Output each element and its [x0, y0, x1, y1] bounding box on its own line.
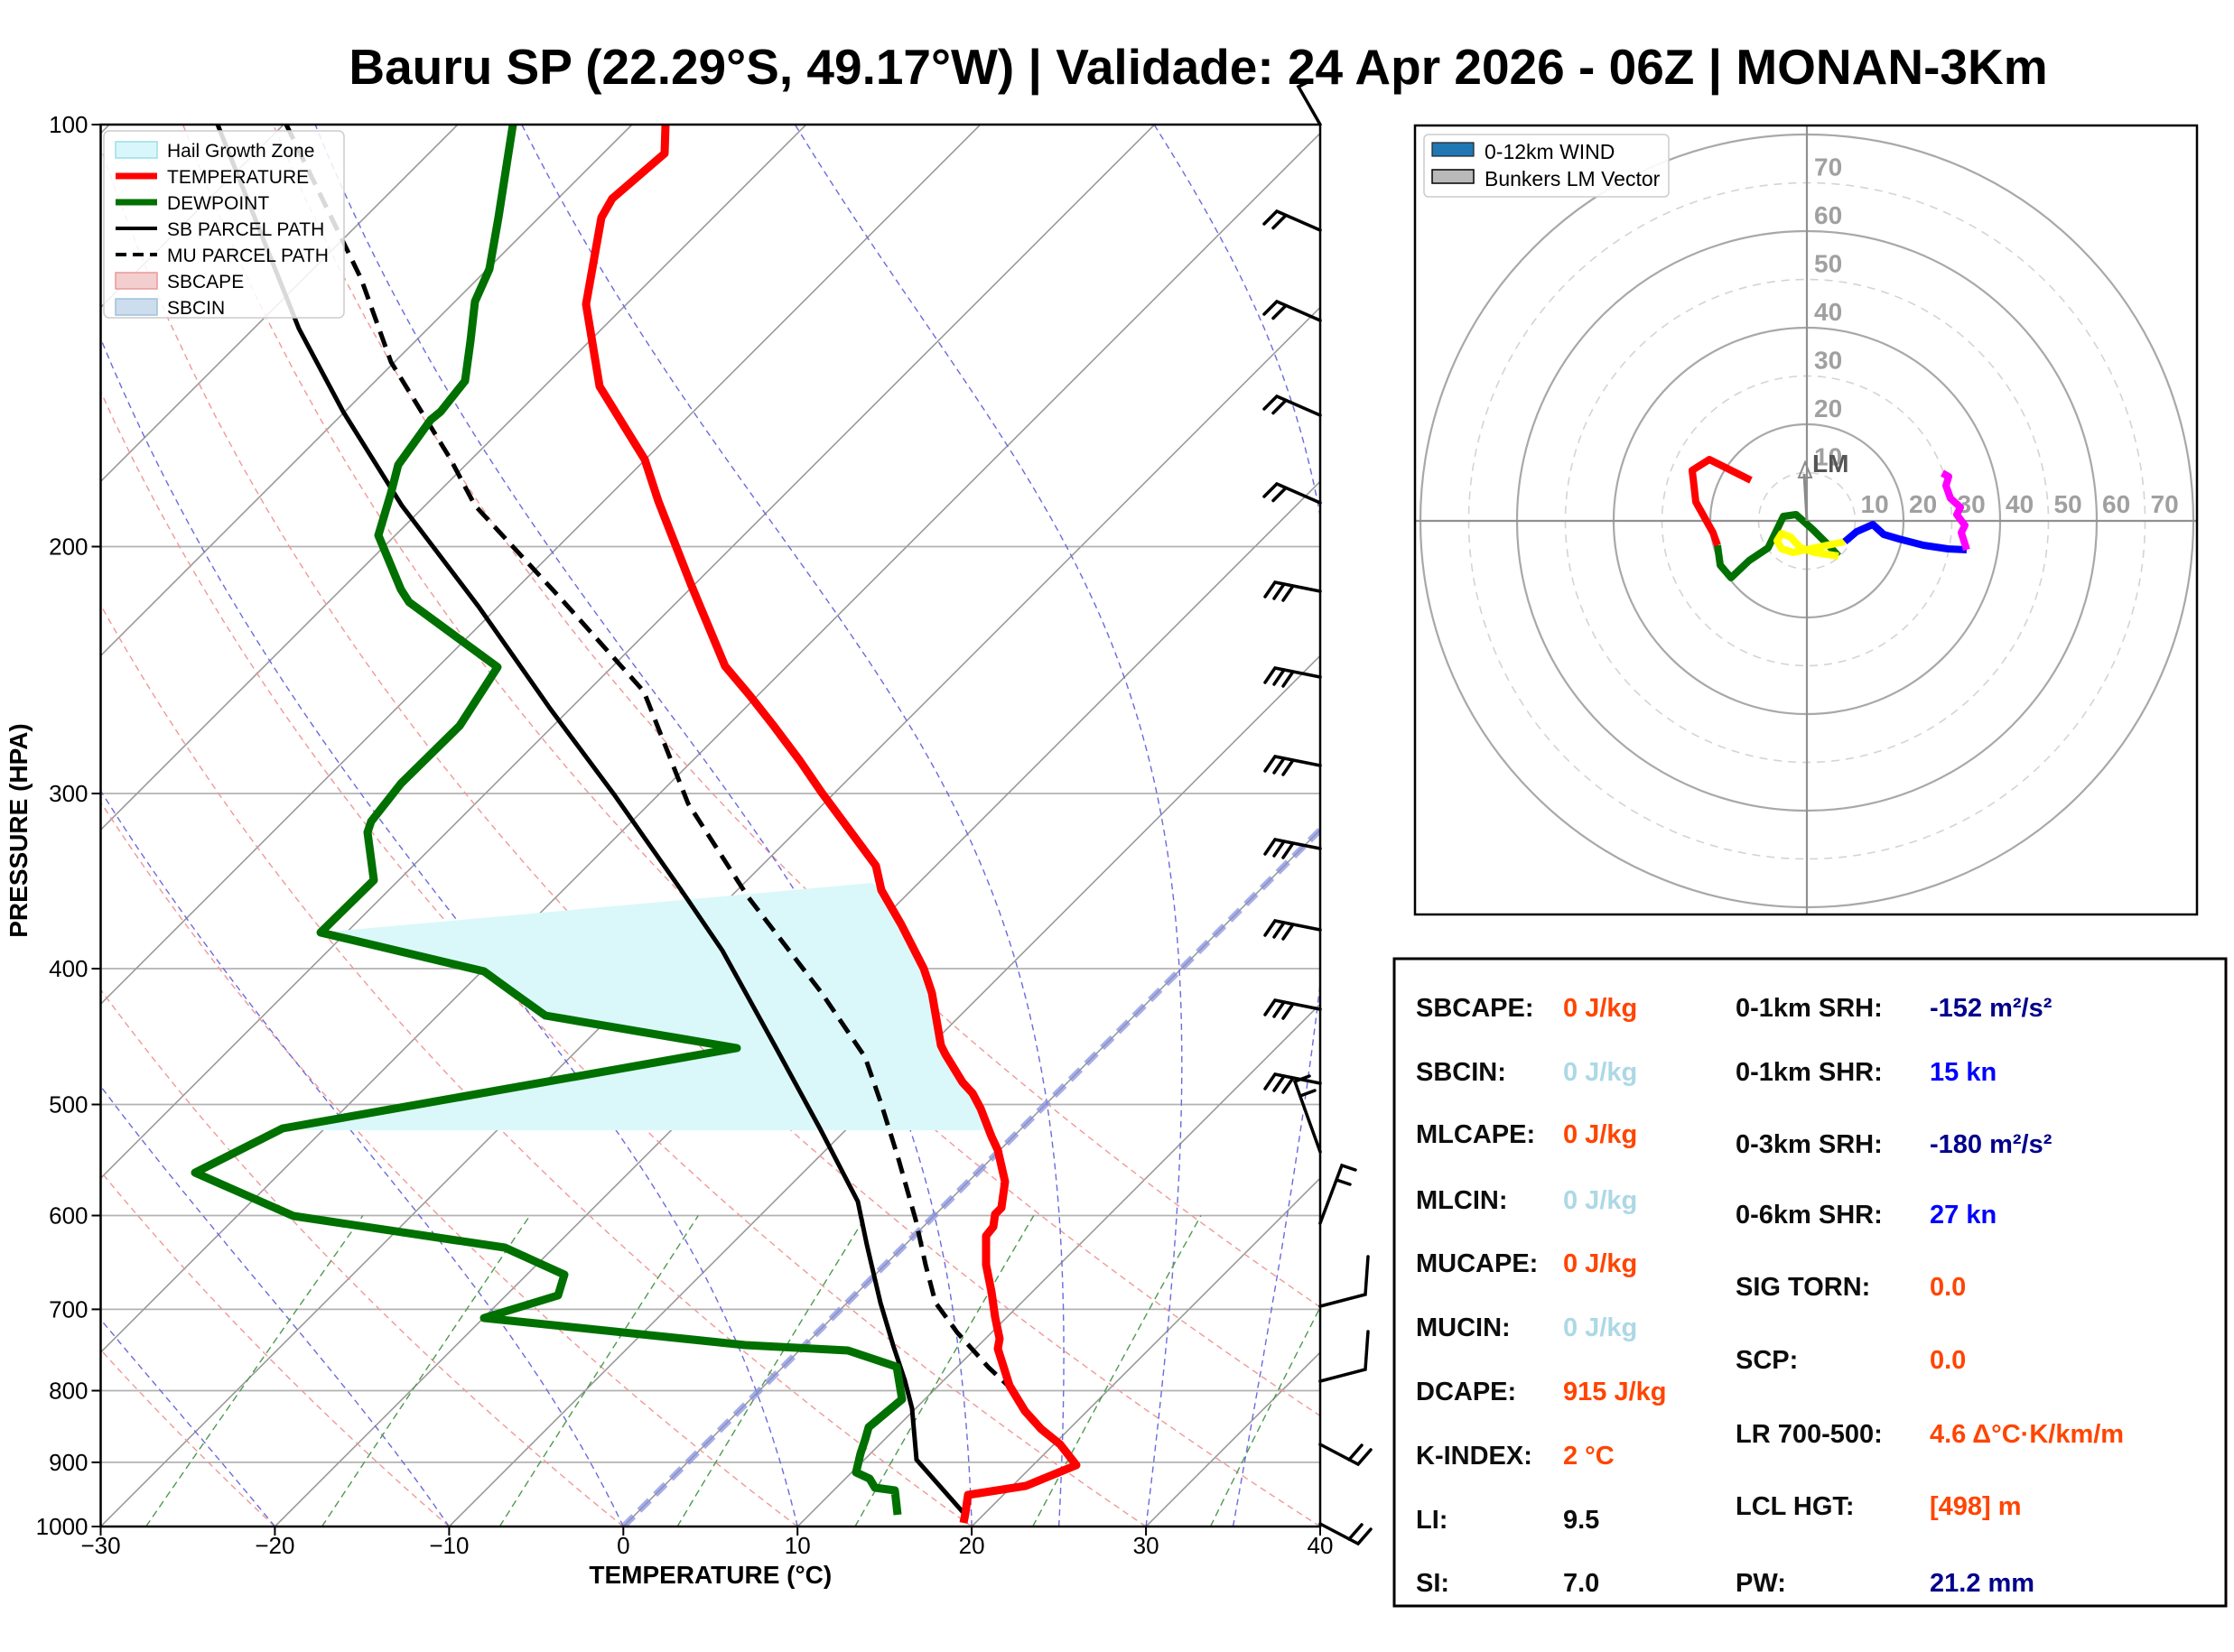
svg-text:Bauru SP (22.29°S, 49.17°W) |: Bauru SP (22.29°S, 49.17°W) | Validade: … [349, 39, 2047, 96]
svg-text:−20: −20 [255, 1532, 294, 1559]
svg-text:0-1km SRH:: 0-1km SRH: [1736, 994, 1883, 1023]
svg-text:200: 200 [49, 534, 88, 561]
svg-text:21.2 mm: 21.2 mm [1930, 1569, 2034, 1598]
svg-text:-180 m²/s²: -180 m²/s² [1930, 1130, 2052, 1159]
svg-text:−10: −10 [429, 1532, 469, 1559]
svg-text:400: 400 [49, 955, 88, 982]
svg-text:0-3km SRH:: 0-3km SRH: [1736, 1130, 1883, 1159]
svg-text:0-6km SHR:: 0-6km SHR: [1736, 1201, 1883, 1230]
svg-text:SI:: SI: [1416, 1569, 1449, 1598]
svg-text:DEWPOINT: DEWPOINT [167, 193, 269, 214]
svg-text:TEMPERATURE: TEMPERATURE [167, 167, 309, 188]
svg-text:MUCIN:: MUCIN: [1416, 1313, 1511, 1342]
svg-text:SBCAPE: SBCAPE [167, 272, 244, 292]
svg-text:0 J/kg: 0 J/kg [1563, 1249, 1637, 1278]
svg-text:MLCIN:: MLCIN: [1416, 1186, 1507, 1215]
svg-text:DCAPE:: DCAPE: [1416, 1378, 1516, 1406]
svg-text:30: 30 [1814, 347, 1842, 375]
svg-text:SBCIN: SBCIN [167, 298, 225, 319]
svg-text:MU PARCEL PATH: MU PARCEL PATH [167, 246, 329, 266]
svg-text:9.5: 9.5 [1563, 1506, 1599, 1535]
svg-text:SBCAPE:: SBCAPE: [1416, 994, 1534, 1023]
svg-text:500: 500 [49, 1091, 88, 1118]
svg-text:900: 900 [49, 1449, 88, 1476]
svg-text:1000: 1000 [36, 1513, 88, 1540]
svg-text:Hail Growth Zone: Hail Growth Zone [167, 141, 314, 162]
svg-text:0.0: 0.0 [1930, 1346, 1966, 1375]
svg-text:40: 40 [1308, 1532, 1334, 1559]
svg-text:Bunkers LM Vector: Bunkers LM Vector [1485, 167, 1661, 190]
svg-text:0.0: 0.0 [1930, 1273, 1966, 1302]
svg-text:0-12km WIND: 0-12km WIND [1485, 140, 1615, 163]
svg-text:-152 m²/s²: -152 m²/s² [1930, 994, 2052, 1023]
svg-text:SBCIN:: SBCIN: [1416, 1058, 1506, 1087]
svg-text:MUCAPE:: MUCAPE: [1416, 1249, 1538, 1278]
svg-text:40: 40 [1814, 298, 1842, 326]
svg-text:60: 60 [1814, 201, 1842, 229]
svg-text:10: 10 [1814, 443, 1842, 471]
svg-text:300: 300 [49, 780, 88, 807]
svg-text:20: 20 [959, 1532, 985, 1559]
svg-text:27 kn: 27 kn [1930, 1201, 1997, 1230]
svg-text:0-1km SHR:: 0-1km SHR: [1736, 1058, 1883, 1087]
svg-text:TEMPERATURE (°C): TEMPERATURE (°C) [589, 1561, 832, 1589]
svg-text:60: 60 [2102, 490, 2130, 518]
svg-text:600: 600 [49, 1202, 88, 1230]
svg-text:SB PARCEL PATH: SB PARCEL PATH [167, 219, 324, 240]
svg-text:SIG TORN:: SIG TORN: [1736, 1273, 1870, 1302]
svg-text:PRESSURE (HPA): PRESSURE (HPA) [5, 723, 33, 938]
svg-text:0 J/kg: 0 J/kg [1563, 1186, 1637, 1215]
svg-text:7.0: 7.0 [1563, 1569, 1599, 1598]
svg-text:70: 70 [1814, 153, 1842, 181]
svg-text:−30: −30 [80, 1532, 120, 1559]
svg-text:700: 700 [49, 1295, 88, 1323]
svg-text:40: 40 [2006, 490, 2034, 518]
svg-text:50: 50 [2054, 490, 2082, 518]
svg-text:0 J/kg: 0 J/kg [1563, 994, 1637, 1023]
svg-text:LCL HGT:: LCL HGT: [1736, 1492, 1855, 1521]
svg-text:LM: LM [1812, 450, 1848, 478]
svg-text:10: 10 [1861, 490, 1889, 518]
svg-text:SCP:: SCP: [1736, 1346, 1798, 1375]
svg-text:PW:: PW: [1736, 1569, 1786, 1598]
svg-text:30: 30 [1133, 1532, 1159, 1559]
svg-text:20: 20 [1909, 490, 1937, 518]
svg-text:15 kn: 15 kn [1930, 1058, 1997, 1087]
svg-text:[498] m: [498] m [1930, 1492, 2022, 1521]
svg-text:50: 50 [1814, 250, 1842, 278]
svg-text:LI:: LI: [1416, 1506, 1447, 1535]
svg-text:20: 20 [1814, 394, 1842, 422]
svg-text:0: 0 [617, 1532, 629, 1559]
svg-text:MLCAPE:: MLCAPE: [1416, 1120, 1535, 1149]
svg-text:100: 100 [49, 111, 88, 138]
svg-text:800: 800 [49, 1378, 88, 1405]
svg-text:0 J/kg: 0 J/kg [1563, 1058, 1637, 1087]
svg-text:4.6 Δ°C·K/km/m: 4.6 Δ°C·K/km/m [1930, 1420, 2124, 1449]
svg-text:10: 10 [785, 1532, 811, 1559]
svg-text:0 J/kg: 0 J/kg [1563, 1120, 1637, 1149]
svg-text:70: 70 [2151, 490, 2179, 518]
svg-text:2 °C: 2 °C [1563, 1442, 1615, 1471]
svg-text:915 J/kg: 915 J/kg [1563, 1378, 1666, 1406]
svg-text:0 J/kg: 0 J/kg [1563, 1313, 1637, 1342]
svg-text:K-INDEX:: K-INDEX: [1416, 1442, 1532, 1471]
svg-text:LR 700-500:: LR 700-500: [1736, 1420, 1883, 1449]
